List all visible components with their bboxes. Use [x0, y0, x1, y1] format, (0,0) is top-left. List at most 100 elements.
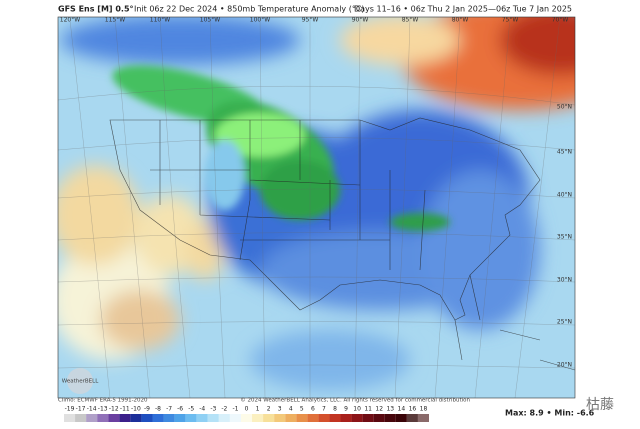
colorbar-label: -6 [177, 406, 183, 413]
colorbar-label: 8 [333, 406, 337, 413]
colorbar-swatch [207, 414, 219, 422]
colorbar-label: -8 [155, 406, 161, 413]
colorbar-swatch [163, 414, 175, 422]
colorbar-swatch [119, 414, 131, 422]
colorbar: -19 -17 -14 -13 -12 -11 -10 -9 -8 -7 -6 -5 -4 -3 -2 -1 0… [64, 406, 429, 422]
colorbar-swatch [75, 414, 87, 422]
colorbar-label: -12 [109, 406, 119, 413]
longitude-label: 80°W [452, 17, 469, 24]
colorbar-swatch [340, 414, 352, 422]
colorbar-swatch [362, 414, 374, 422]
colorbar-label: -11 [120, 406, 130, 413]
colorbar-swatch [130, 414, 142, 422]
colorbar-label: -7 [166, 406, 172, 413]
colorbar-swatch [229, 414, 241, 422]
colorbar-label: 6 [311, 406, 315, 413]
longitude-label: 105°W [200, 17, 220, 24]
colorbar-swatch [351, 414, 363, 422]
colorbar-label: 1 [256, 406, 260, 413]
colorbar-label: 18 [420, 406, 428, 413]
logo-text: WeatherBELL [62, 379, 99, 385]
init-text: Init 06z 22 Dec 2024 • 850mb Temperature… [134, 5, 365, 14]
colorbar-swatch [185, 414, 197, 422]
colorbar-label: -3 [210, 406, 216, 413]
colorbar-label: -17 [76, 406, 86, 413]
latitude-labels: 50°N 45°N 40°N 35°N 30°N 25°N 20°N [557, 104, 572, 369]
latitude-label: 25°N [557, 319, 572, 326]
latitude-label: 45°N [557, 149, 572, 156]
colorbar-swatch [417, 414, 429, 422]
max-min: Max: 8.9 • Min: -6.6 [505, 409, 595, 418]
longitude-label: 85°W [402, 17, 419, 24]
colorbar-label: 0 [245, 406, 249, 413]
valid-text: Days 11–16 • 06z Thu 2 Jan 2025—06z Tue … [354, 5, 572, 14]
colorbar-label: 4 [289, 406, 293, 413]
colorbar-swatch [329, 414, 341, 422]
longitude-label: 110°W [150, 17, 170, 24]
colorbar-swatch [373, 414, 385, 422]
colorbar-label: 5 [300, 406, 304, 413]
longitude-label: 115°W [105, 17, 125, 24]
colorbar-swatch [318, 414, 330, 422]
colorbar-swatch [174, 414, 186, 422]
colorbar-label: -4 [199, 406, 205, 413]
colorbar-label: 16 [409, 406, 417, 413]
colorbar-label: -2 [221, 406, 227, 413]
colorbar-swatch [285, 414, 297, 422]
colorbar-label: 2 [267, 406, 271, 413]
colorbar-swatch [86, 414, 98, 422]
latitude-label: 40°N [557, 192, 572, 199]
colorbar-label: 3 [278, 406, 282, 413]
longitude-labels: 120°W 115°W 110°W 105°W 100°W 95°W 90°W 85°W 80°… [60, 17, 569, 24]
colorbar-label: -5 [188, 406, 194, 413]
colorbar-label: -13 [98, 406, 108, 413]
colorbar-swatch [218, 414, 230, 422]
colorbar-swatch [152, 414, 164, 422]
colorbar-swatch [296, 414, 308, 422]
colorbar-label: -1 [232, 406, 238, 413]
latitude-label: 20°N [557, 362, 572, 369]
colorbar-swatch [263, 414, 275, 422]
longitude-label: 95°W [302, 17, 319, 24]
colorbar-label: -14 [87, 406, 97, 413]
colorbar-swatch [64, 414, 76, 422]
colorbar-label: 11 [364, 406, 372, 413]
latitude-label: 50°N [557, 104, 572, 111]
longitude-label: 70°W [552, 17, 569, 24]
longitude-label: 120°W [60, 17, 80, 24]
colorbar-label: 12 [375, 406, 383, 413]
colorbar-label: -9 [144, 406, 150, 413]
climo-note: Climo: ECMWF ERA-5 1991-2020 [58, 398, 148, 404]
colorbar-swatch [384, 414, 396, 422]
colorbar-swatch [252, 414, 264, 422]
colorbar-label: -10 [131, 406, 141, 413]
colorbar-swatch [196, 414, 208, 422]
map: WeatherBELL [58, 17, 575, 398]
colorbar-label: 14 [398, 406, 406, 413]
model-name: GFS Ens [M] 0.5° [58, 5, 134, 14]
colorbar-swatch [274, 414, 286, 422]
colorbar-label: -19 [65, 406, 75, 413]
longitude-label: 75°W [502, 17, 519, 24]
longitude-label: 90°W [352, 17, 369, 24]
colorbar-label: 10 [353, 406, 361, 413]
colorbar-swatch [240, 414, 253, 422]
longitude-label: 100°W [250, 17, 270, 24]
colorbar-swatch [108, 414, 120, 422]
colorbar-label: 7 [322, 406, 326, 413]
colorbar-label: 9 [344, 406, 348, 413]
colorbar-swatch [97, 414, 109, 422]
latitude-label: 35°N [557, 234, 572, 241]
copyright: © 2024 WeatherBELL Analytics, LLC. All r… [240, 397, 470, 404]
colorbar-swatch [141, 414, 153, 422]
latitude-label: 30°N [557, 277, 572, 284]
colorbar-swatch [406, 414, 418, 422]
colorbar-swatch [395, 414, 407, 422]
logo-badge [67, 368, 93, 394]
colorbar-label: 13 [386, 406, 394, 413]
map-frame [57, 16, 576, 399]
colorbar-swatch [307, 414, 319, 422]
watermark: 枯藤 [586, 397, 614, 413]
